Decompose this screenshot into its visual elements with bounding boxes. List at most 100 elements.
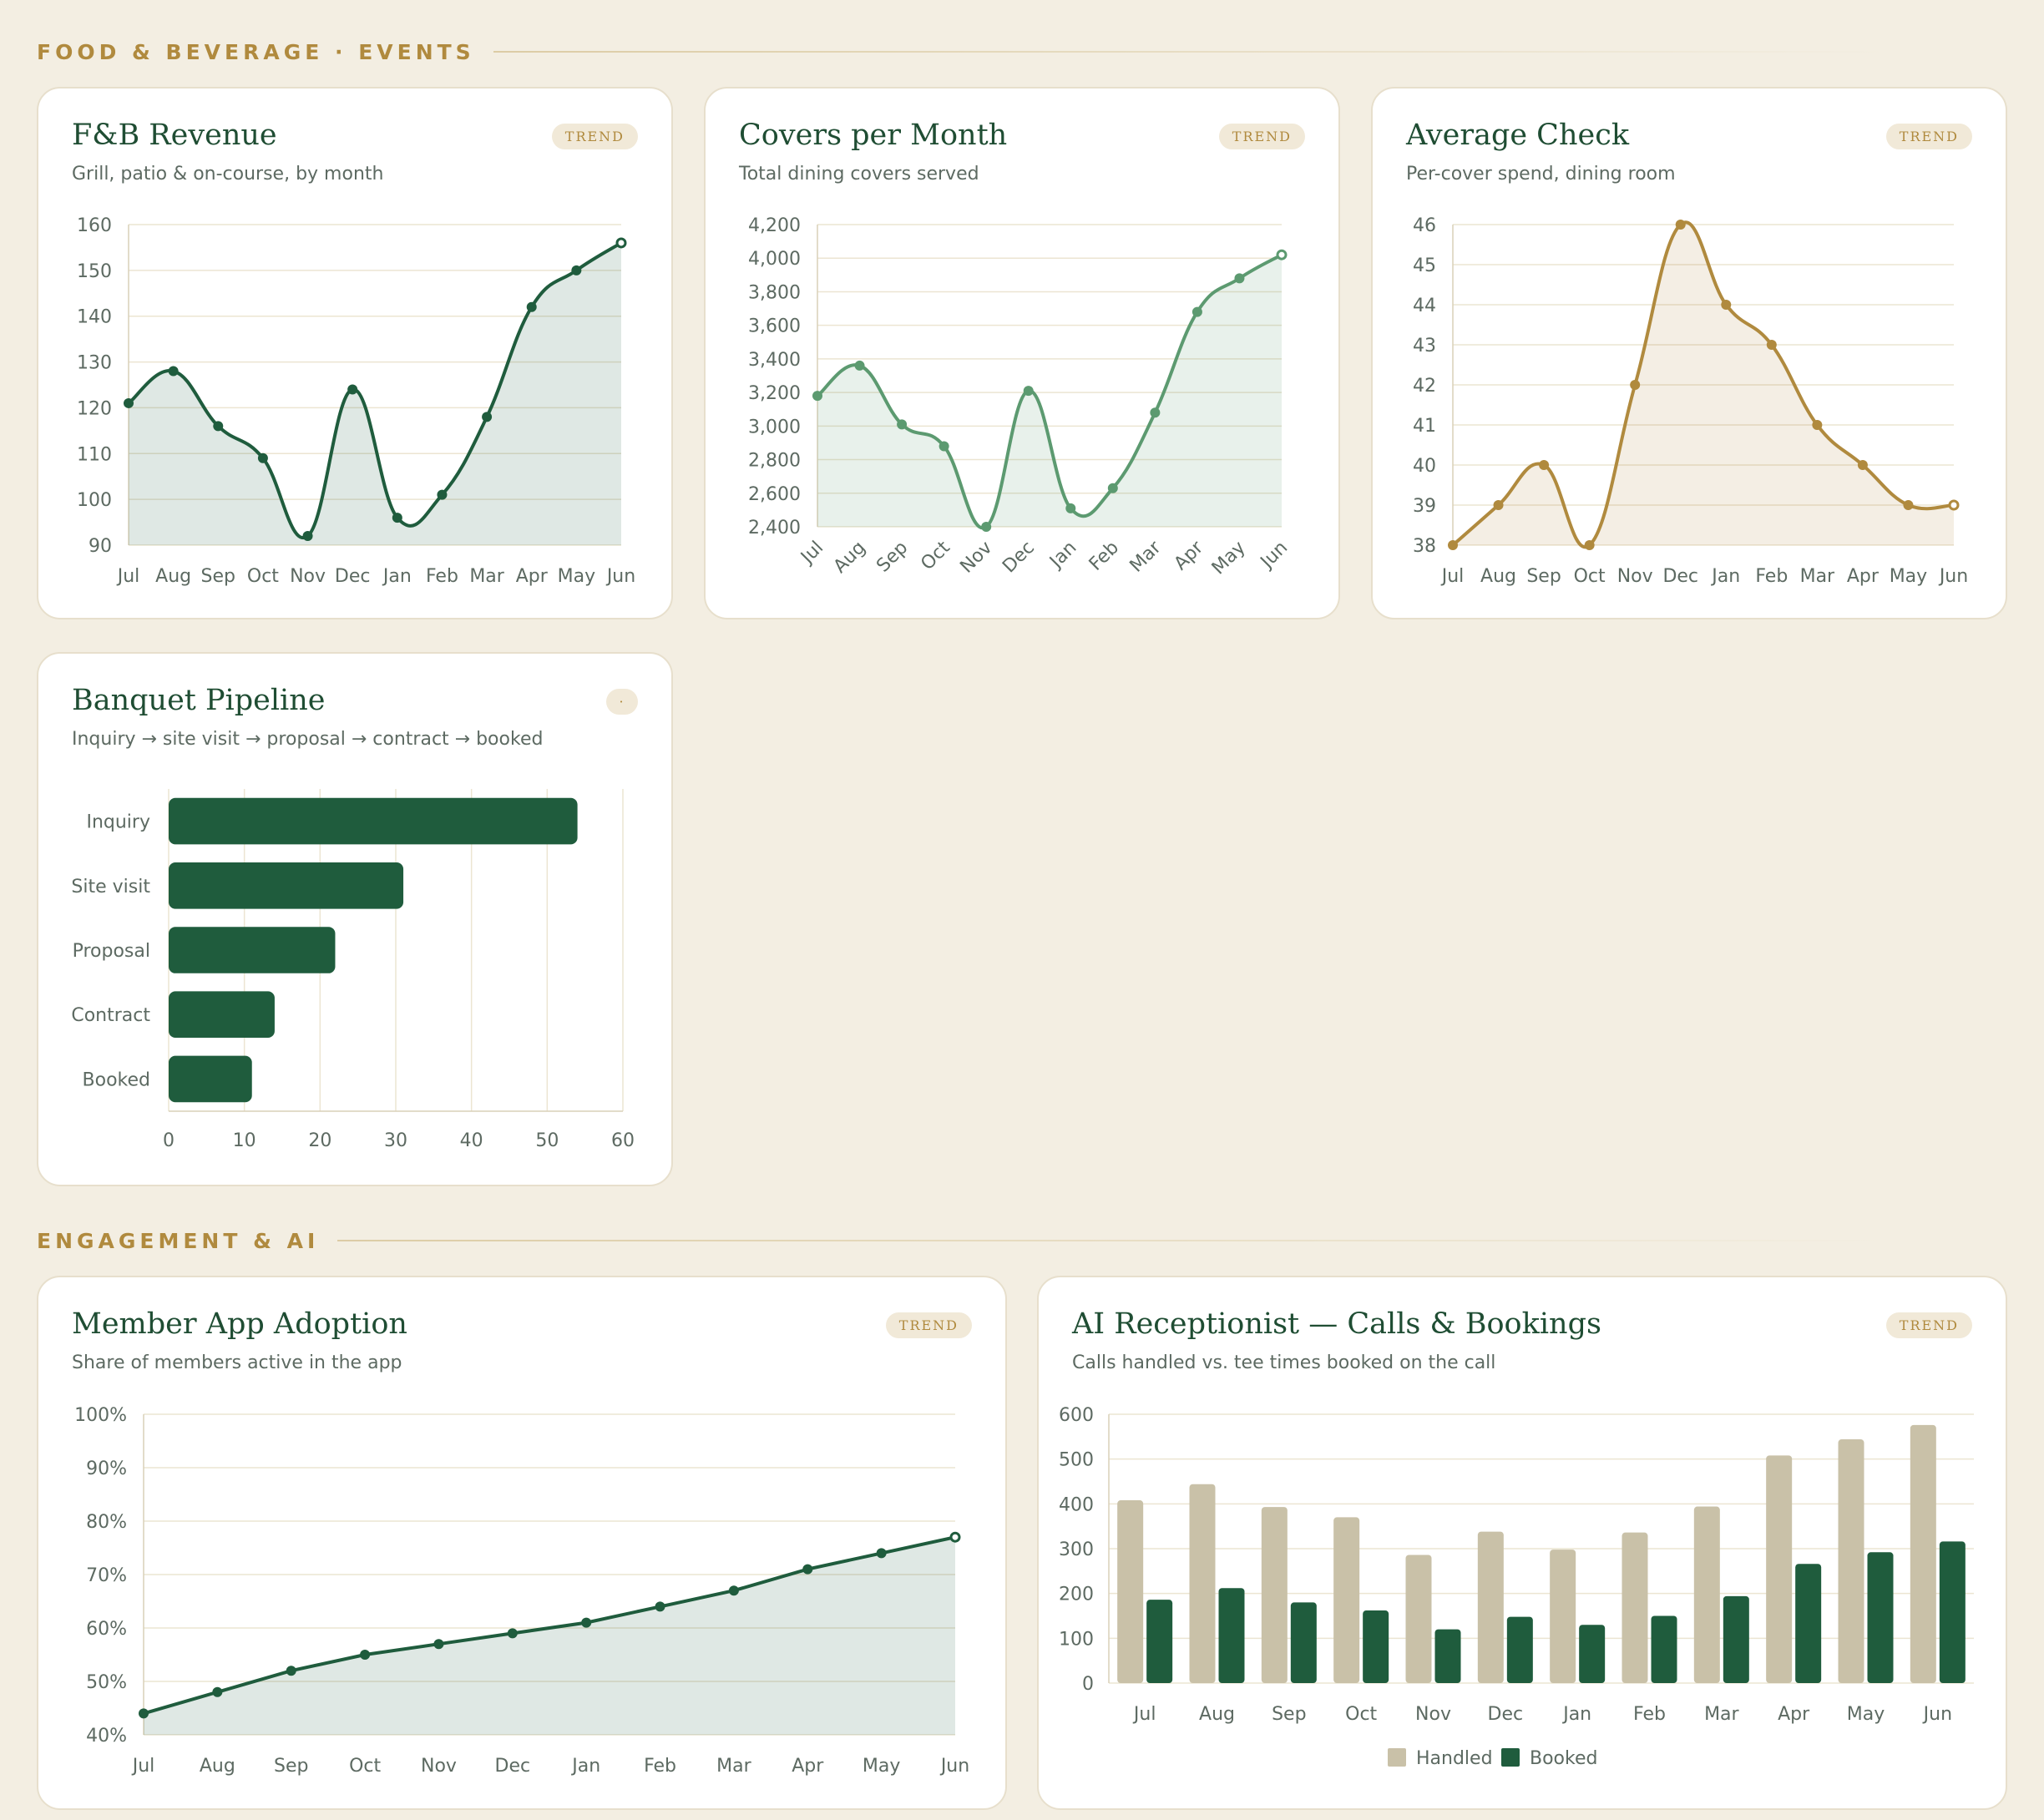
x-tick-label: 30	[384, 1130, 407, 1151]
data-point	[1276, 249, 1288, 260]
y-tick-label: 39	[1413, 496, 1436, 517]
data-point	[1234, 273, 1245, 284]
x-tick-label: Dec	[335, 566, 371, 587]
x-tick-label: 20	[308, 1130, 331, 1151]
chart-card-average-check: Average Check Per-cover spend, dining ro…	[1371, 87, 2007, 619]
x-tick-label: Sep	[873, 538, 912, 577]
x-tick-label: Jan	[382, 566, 412, 587]
data-point	[1539, 460, 1550, 470]
section-header-engagement: ENGAGEMENT & AI	[37, 1224, 1890, 1257]
y-tick-label: 160	[77, 215, 112, 236]
data-point	[1630, 380, 1641, 390]
x-tick-label: Feb	[1085, 538, 1123, 575]
category-label: Booked	[83, 1069, 150, 1090]
y-tick-label: 45	[1413, 255, 1436, 276]
x-tick-label: Dec	[495, 1756, 531, 1777]
trend-badge: TREND	[885, 1312, 972, 1338]
y-tick-label: 2,600	[748, 484, 801, 505]
x-tick-label: Sep	[1526, 566, 1561, 587]
x-tick-label: Apr	[516, 566, 549, 587]
x-tick-label: May	[1208, 538, 1250, 579]
data-point	[212, 1686, 223, 1697]
x-tick-label: Apr	[1778, 1704, 1810, 1725]
card-title: AI Receptionist — Calls & Bookings	[1072, 1307, 1601, 1341]
y-tick-label: 70%	[86, 1565, 127, 1586]
category-label: Proposal	[73, 941, 150, 962]
y-tick-label: 42	[1413, 376, 1436, 397]
bar	[169, 862, 404, 909]
bar	[169, 991, 275, 1038]
x-tick-label: Dec	[1662, 566, 1698, 587]
x-tick-label: Nov	[1415, 1704, 1451, 1725]
bar	[1189, 1484, 1216, 1683]
bar	[1795, 1564, 1822, 1683]
y-tick-label: 3,200	[748, 383, 801, 404]
x-tick-label: Jul	[1132, 1704, 1156, 1725]
y-tick-label: 100%	[74, 1405, 127, 1426]
bar	[1117, 1500, 1144, 1683]
bar	[1838, 1439, 1864, 1683]
data-point	[213, 421, 224, 432]
bar	[1218, 1588, 1245, 1683]
x-tick-label: Oct	[1345, 1704, 1377, 1725]
card-subtitle: Share of members active in the app	[72, 1352, 402, 1373]
data-point	[168, 366, 179, 377]
x-tick-label: Nov	[290, 566, 326, 587]
bar-chart-banquet-pipeline: 0 10 20 30 40 50 60 Inquiry Site visit Proposal Co…	[71, 789, 635, 1151]
x-tick-label: Mar	[469, 566, 504, 587]
y-tick-label: 38	[1413, 536, 1436, 557]
x-tick-label: Feb	[1633, 1704, 1666, 1725]
y-tick-label: 44	[1413, 296, 1436, 316]
bar	[1579, 1625, 1606, 1683]
section-divider	[493, 51, 1890, 53]
x-tick-label: Jul	[796, 538, 827, 569]
y-tick-label: 200	[1059, 1585, 1094, 1605]
data-point	[1493, 500, 1504, 510]
card-subtitle: Grill, patio & on-course, by month	[72, 164, 384, 185]
x-tick-label: May	[863, 1756, 900, 1777]
x-tick-label: Aug	[200, 1756, 235, 1777]
x-tick-label: Jan	[1561, 1704, 1591, 1725]
x-tick-label: Feb	[644, 1756, 676, 1777]
x-tick-label: Feb	[1755, 566, 1788, 587]
bar	[169, 1055, 252, 1103]
data-point	[1448, 540, 1458, 550]
data-point	[1948, 499, 1960, 511]
data-point	[257, 452, 268, 463]
card-subtitle: Inquiry → site visit → proposal → contra…	[72, 729, 544, 750]
data-point	[360, 1650, 371, 1660]
x-tick-label: Jun	[605, 566, 635, 587]
bar	[1333, 1517, 1360, 1683]
x-tick-label: Jan	[1045, 538, 1080, 574]
data-point	[1903, 500, 1914, 510]
legend-swatch	[1388, 1748, 1406, 1767]
legend-swatch	[1501, 1748, 1520, 1767]
x-tick-label: Aug	[1199, 1704, 1235, 1725]
bar	[1939, 1541, 1966, 1683]
data-point	[655, 1601, 665, 1612]
x-tick-label: Nov	[1617, 566, 1653, 587]
bar	[1506, 1616, 1533, 1683]
data-point	[897, 419, 908, 430]
x-tick-label: Sep	[201, 566, 235, 587]
y-tick-label: 400	[1059, 1494, 1094, 1515]
data-point	[571, 265, 582, 276]
x-tick-label: Dec	[1488, 1704, 1524, 1725]
data-point	[1584, 540, 1595, 550]
data-point	[981, 522, 992, 532]
bar	[1405, 1555, 1432, 1683]
data-point	[812, 391, 822, 402]
data-point	[1812, 420, 1823, 430]
x-tick-label: Nov	[956, 538, 996, 578]
x-tick-label: Jun	[1938, 566, 1968, 587]
trend-badge: TREND	[1885, 1312, 1972, 1338]
data-point	[802, 1564, 813, 1575]
chart-card-covers: Covers per Month Total dining covers ser…	[704, 87, 1340, 619]
x-tick-label: May	[1847, 1704, 1885, 1725]
y-tick-label: 40%	[86, 1726, 127, 1747]
bar	[169, 927, 336, 973]
data-point	[139, 1708, 149, 1719]
y-tick-label: 90%	[86, 1459, 127, 1479]
data-point	[1857, 460, 1868, 470]
bar	[1146, 1600, 1173, 1683]
